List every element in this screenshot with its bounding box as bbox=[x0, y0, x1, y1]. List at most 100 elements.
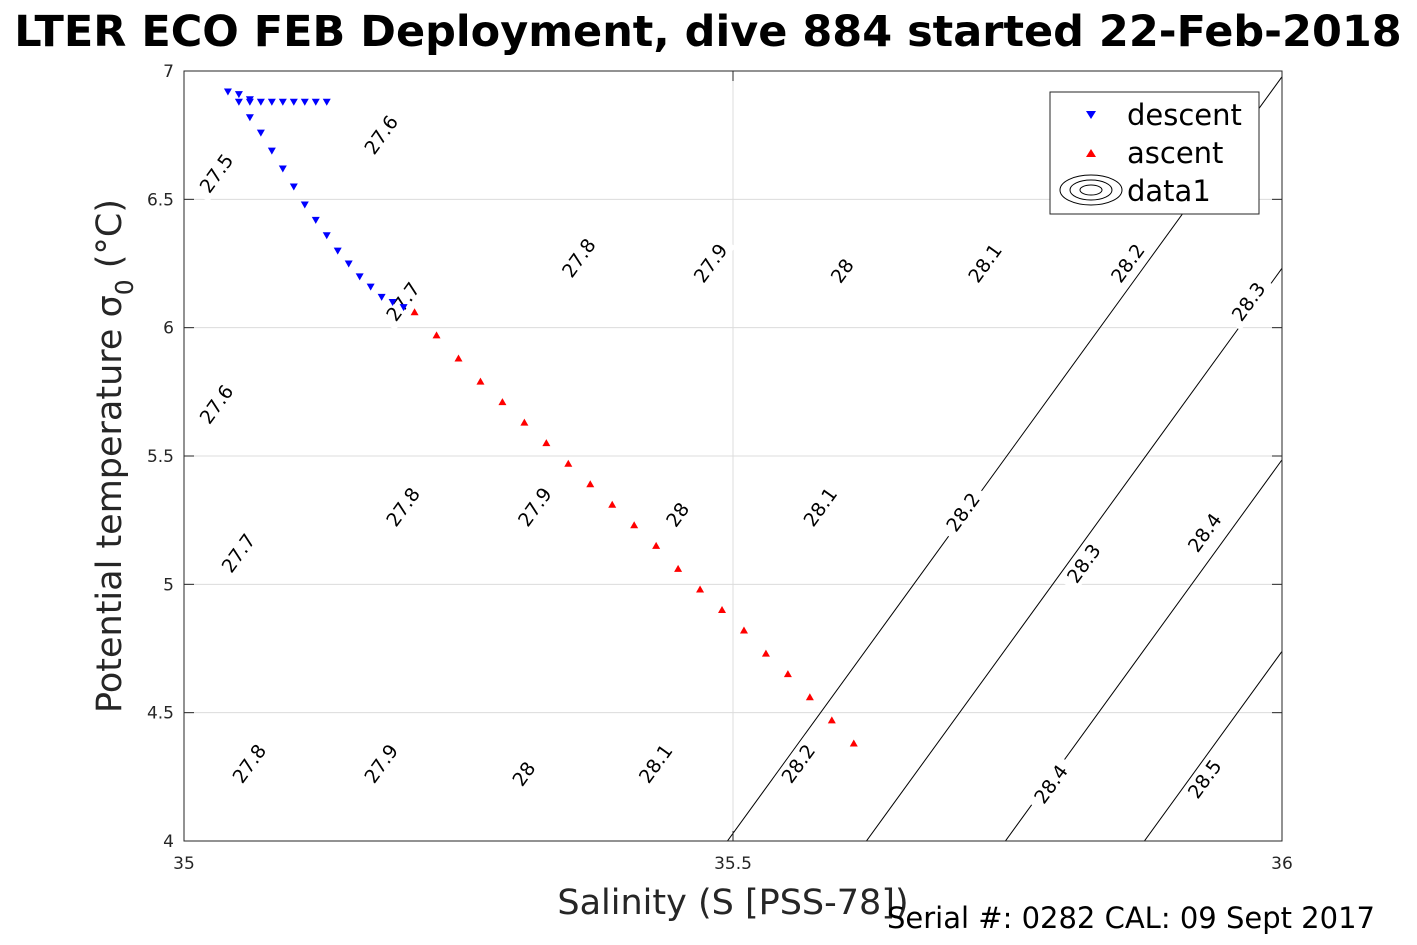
x-tick-label: 35 bbox=[173, 854, 195, 874]
ascent-point bbox=[674, 564, 683, 572]
descent-point bbox=[333, 247, 342, 255]
descent-point bbox=[245, 96, 254, 104]
contour-label-bg bbox=[658, 495, 696, 534]
descent-point bbox=[322, 232, 331, 240]
descent-point bbox=[245, 114, 254, 122]
y-tick-label: 6.5 bbox=[147, 190, 174, 210]
ascent-point bbox=[805, 693, 814, 701]
contour-label-bg bbox=[629, 734, 681, 793]
ascent-point bbox=[542, 439, 551, 447]
contour-label-bg bbox=[509, 477, 560, 536]
contour-label-bg bbox=[377, 272, 429, 331]
contour-label-bg bbox=[190, 143, 242, 203]
contour-label-bg bbox=[1025, 754, 1076, 814]
ascent-point bbox=[849, 739, 858, 747]
y-tick-label: 4.5 bbox=[147, 704, 174, 724]
contour-label-bg bbox=[1178, 749, 1230, 808]
legend: descent ascent data1 bbox=[1049, 91, 1260, 215]
ascent-point bbox=[630, 521, 639, 529]
ascent-point bbox=[586, 480, 595, 488]
descent-point bbox=[311, 216, 320, 224]
ascent-point bbox=[696, 585, 705, 593]
serial-cal-footer: Serial #: 0282 CAL: 09 Sept 2017 bbox=[887, 901, 1375, 935]
contour-line bbox=[865, 267, 1282, 841]
descent-point bbox=[366, 283, 375, 291]
legend-label-data1: data1 bbox=[1127, 174, 1211, 208]
y-axis-label-unit: (°C) bbox=[90, 199, 130, 279]
contour-label-bg bbox=[684, 233, 736, 293]
y-tick-label: 7 bbox=[163, 62, 174, 82]
chart-title: LTER ECO FEB Deployment, dive 884 starte… bbox=[14, 7, 1401, 57]
x-tick-label: 35.5 bbox=[714, 854, 752, 874]
descent-point bbox=[388, 299, 397, 306]
contour-label-bg bbox=[1102, 233, 1153, 293]
contour-label-bg bbox=[190, 374, 242, 434]
ascent-point bbox=[564, 459, 573, 467]
descent-point bbox=[278, 98, 287, 106]
ascent-point bbox=[652, 541, 661, 549]
ascent-point bbox=[608, 500, 617, 508]
contour-label-bg bbox=[377, 477, 429, 536]
contour-label-bg bbox=[223, 734, 275, 793]
descent-point bbox=[311, 98, 320, 106]
contour-label-bg bbox=[212, 523, 264, 583]
descent-point bbox=[223, 88, 232, 96]
series-ascent bbox=[410, 308, 858, 747]
series-descent bbox=[223, 88, 408, 312]
y-axis-label-subscript: 0 bbox=[110, 279, 139, 295]
ascent-point bbox=[783, 670, 792, 678]
y-tick-label: 5.5 bbox=[147, 447, 174, 467]
ascent-point bbox=[410, 308, 419, 316]
contour-label-bg bbox=[823, 251, 861, 291]
x-axis-label: Salinity (S [PSS-78]) bbox=[557, 883, 908, 923]
ascent-point bbox=[739, 626, 748, 634]
descent-point bbox=[377, 293, 386, 301]
contour-label-bg bbox=[355, 734, 407, 793]
contour-label-bg bbox=[959, 233, 1011, 293]
legend-label-ascent: ascent bbox=[1127, 136, 1223, 170]
y-tick-label: 5 bbox=[163, 575, 174, 595]
descent-point bbox=[256, 98, 265, 106]
descent-point bbox=[344, 260, 353, 268]
legend-label-descent: descent bbox=[1127, 98, 1242, 132]
contour-label-bg bbox=[355, 105, 407, 164]
contour-label-bg bbox=[794, 477, 846, 536]
descent-point bbox=[267, 147, 276, 155]
contour-line bbox=[1329, 0, 1417, 945]
contour-label-bg bbox=[553, 228, 604, 287]
ascent-point bbox=[432, 331, 441, 339]
descent-point bbox=[267, 98, 276, 106]
legend-marker-ascent bbox=[1086, 149, 1096, 157]
descent-point bbox=[289, 98, 298, 106]
ascent-point bbox=[761, 649, 770, 657]
y-tick-label: 6 bbox=[163, 319, 174, 339]
y-axis-label: Potential temperature σ0 (°C) bbox=[90, 199, 139, 713]
descent-point bbox=[289, 183, 298, 191]
ascent-point bbox=[827, 716, 836, 724]
legend-marker-descent bbox=[1086, 111, 1096, 119]
y-tick-label: 4 bbox=[163, 832, 174, 852]
contour-label-bg bbox=[1058, 534, 1109, 593]
x-tick-label: 36 bbox=[1271, 854, 1293, 874]
contour-label-bg bbox=[937, 482, 989, 542]
y-axis-label-main: Potential temperature σ bbox=[90, 295, 130, 713]
axis-ticks: 35 35.5 36 4 4.5 5 5.5 6 6.5 7 bbox=[147, 62, 1293, 874]
descent-point bbox=[322, 98, 331, 106]
descent-point bbox=[355, 273, 364, 281]
descent-point bbox=[300, 98, 309, 106]
legend-marker-data1 bbox=[1059, 174, 1123, 206]
contour-label-bg bbox=[1178, 503, 1230, 562]
descent-point bbox=[256, 129, 265, 137]
ascent-point bbox=[718, 606, 727, 613]
contour-label-bg bbox=[772, 734, 824, 793]
ascent-point bbox=[476, 377, 485, 385]
ascent-point bbox=[454, 354, 463, 362]
contour-label-bg bbox=[505, 754, 542, 794]
descent-point bbox=[278, 165, 287, 173]
descent-point bbox=[234, 98, 243, 106]
ascent-point bbox=[520, 418, 529, 426]
descent-point bbox=[399, 304, 408, 312]
descent-point bbox=[300, 201, 309, 209]
data-series bbox=[223, 88, 858, 747]
